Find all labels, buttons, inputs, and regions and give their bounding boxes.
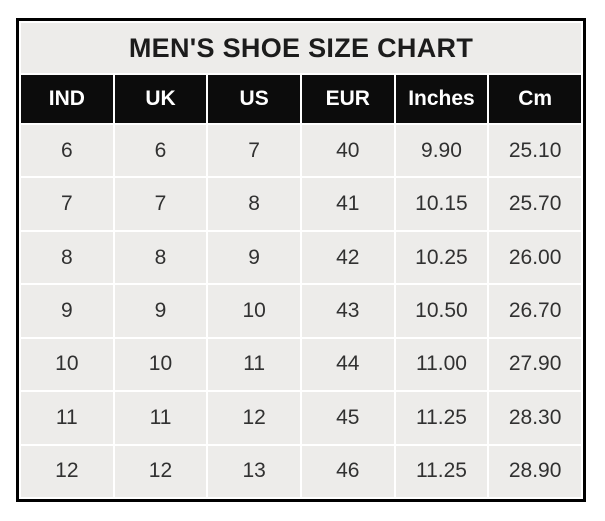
table-cell: 11.00 <box>395 338 488 391</box>
table-cell: 12 <box>208 392 300 444</box>
table-cell: 11.25 <box>395 392 488 444</box>
table-cell: 10.25 <box>395 231 488 284</box>
table-cell: 42 <box>301 231 394 284</box>
page-title: MEN'S SHOE SIZE CHART <box>21 23 581 73</box>
table-cell: 6 <box>114 125 207 177</box>
shoe-size-chart-frame: MEN'S SHOE SIZE CHART IND UK US EUR Inches Cm… <box>16 18 586 502</box>
table-cell: 25.70 <box>489 178 581 230</box>
column-header-cm: Cm <box>489 75 581 123</box>
table-cell: 10 <box>114 338 207 391</box>
table-body: 6 6 7 40 9.90 25.10 7 7 8 41 10.15 25.70 8 8 9 42 10.25 2… <box>21 125 581 497</box>
table-row: 8 8 9 42 10.25 26.00 <box>21 231 581 284</box>
column-header-uk: UK <box>114 75 207 123</box>
table-row: 6 6 7 40 9.90 25.10 <box>21 125 581 177</box>
table-cell: 44 <box>301 338 394 391</box>
table-cell: 10.15 <box>395 178 488 230</box>
table-cell: 10 <box>21 338 113 391</box>
table-row: 7 7 8 41 10.15 25.70 <box>21 178 581 230</box>
table-cell: 26.70 <box>489 285 581 337</box>
table-cell: 28.90 <box>489 445 581 497</box>
table-cell: 40 <box>301 125 394 177</box>
table-row: 12 12 13 46 11.25 28.90 <box>21 445 581 497</box>
table-cell: 7 <box>208 125 300 177</box>
table-cell: 13 <box>208 445 300 497</box>
table-cell: 9 <box>208 231 300 284</box>
header-row: IND UK US EUR Inches Cm <box>21 75 581 123</box>
table-cell: 11 <box>208 338 300 391</box>
table-cell: 8 <box>21 231 113 284</box>
table-cell: 41 <box>301 178 394 230</box>
column-header-eur: EUR <box>301 75 394 123</box>
table-cell: 12 <box>114 445 207 497</box>
table-cell: 11.25 <box>395 445 488 497</box>
column-header-ind: IND <box>21 75 113 123</box>
table-cell: 46 <box>301 445 394 497</box>
column-header-inches: Inches <box>395 75 488 123</box>
table-row: 10 10 11 44 11.00 27.90 <box>21 338 581 391</box>
table-cell: 8 <box>208 178 300 230</box>
table-cell: 25.10 <box>489 125 581 177</box>
column-header-us: US <box>208 75 300 123</box>
table-cell: 7 <box>21 178 113 230</box>
table-cell: 9.90 <box>395 125 488 177</box>
table-cell: 10.50 <box>395 285 488 337</box>
table-cell: 6 <box>21 125 113 177</box>
table-cell: 12 <box>21 445 113 497</box>
table-row: 11 11 12 45 11.25 28.30 <box>21 392 581 444</box>
table-cell: 8 <box>114 231 207 284</box>
table-row: 9 9 10 43 10.50 26.70 <box>21 285 581 337</box>
table-cell: 10 <box>208 285 300 337</box>
table-cell: 9 <box>114 285 207 337</box>
table-cell: 43 <box>301 285 394 337</box>
table-cell: 11 <box>21 392 113 444</box>
table-cell: 9 <box>21 285 113 337</box>
table-cell: 27.90 <box>489 338 581 391</box>
table-cell: 28.30 <box>489 392 581 444</box>
title-row: MEN'S SHOE SIZE CHART <box>21 23 581 73</box>
table-cell: 7 <box>114 178 207 230</box>
table-cell: 45 <box>301 392 394 444</box>
shoe-size-table: MEN'S SHOE SIZE CHART IND UK US EUR Inches Cm… <box>19 21 583 499</box>
table-cell: 26.00 <box>489 231 581 284</box>
table-cell: 11 <box>114 392 207 444</box>
